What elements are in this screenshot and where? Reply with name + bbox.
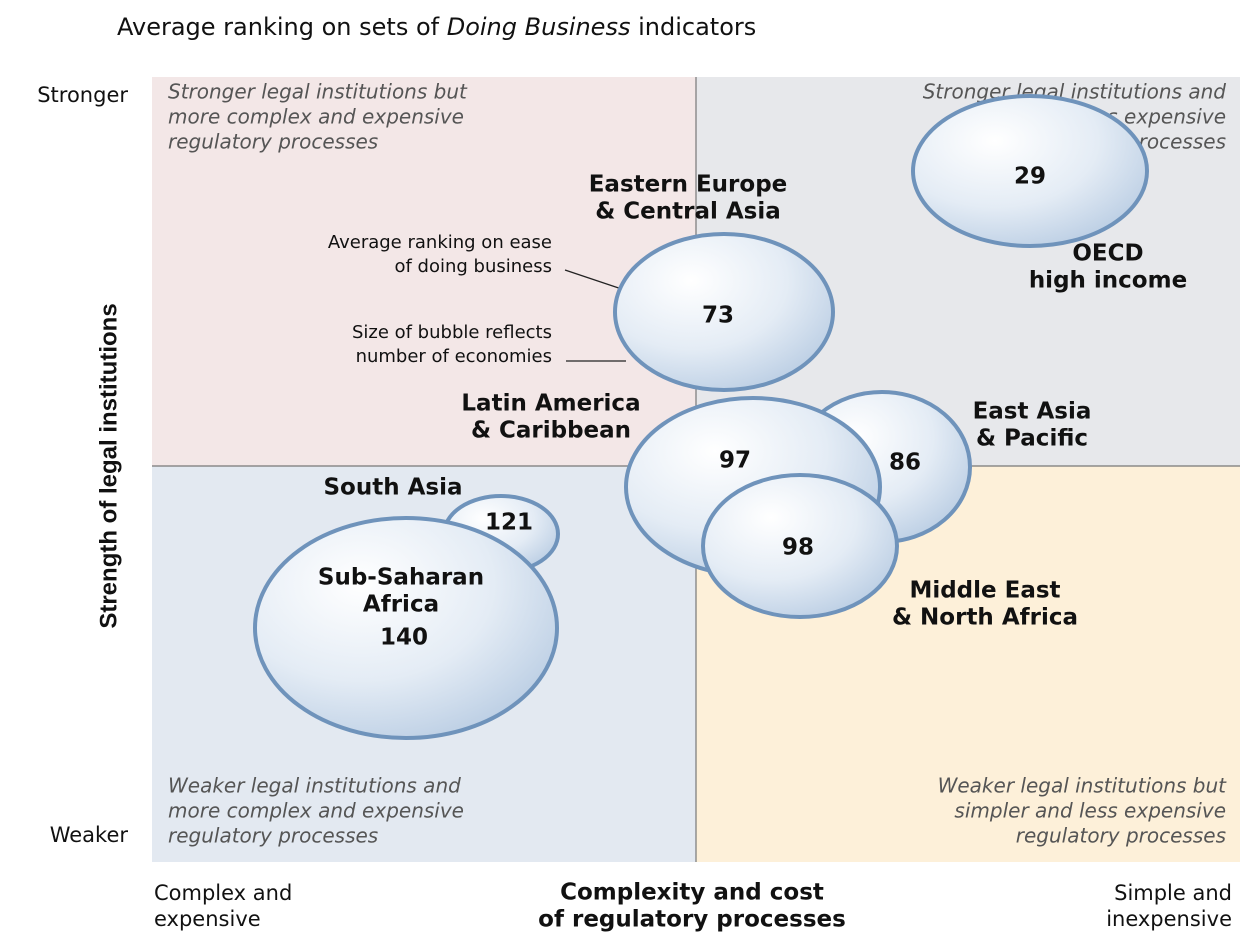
annotation: Size of bubble reflects: [352, 322, 552, 343]
x-axis-label: of regulatory processes: [538, 907, 846, 933]
bubble: [911, 94, 1149, 248]
quadrant-caption: Weaker legal institutions but: [938, 774, 1228, 798]
bubble-name: Eastern Europe: [589, 172, 788, 198]
bubble-name: East Asia: [973, 399, 1092, 425]
bubble: [253, 516, 559, 740]
annotation: of doing business: [394, 256, 552, 277]
y-axis-label: Strength of legal institutions: [95, 303, 122, 628]
y-end-label: Weaker: [50, 823, 129, 847]
bubble-name: & Central Asia: [595, 199, 781, 225]
bubble-name: Latin America: [461, 391, 640, 417]
bubble: [701, 473, 899, 619]
quadrant-caption: more complex and expensive: [168, 799, 464, 823]
quadrant-caption: regulatory processes: [168, 130, 378, 154]
quadrant-caption: regulatory processes: [168, 824, 378, 848]
value-label: 98: [782, 535, 814, 561]
annotation: number of economies: [356, 346, 552, 367]
bubble-name: South Asia: [323, 475, 462, 501]
bubble-name: Africa: [363, 592, 439, 618]
quadrant-caption: regulatory processes: [1016, 824, 1226, 848]
value-label: 73: [702, 303, 734, 329]
y-end-label: Stronger: [37, 83, 128, 107]
quadrant-caption: simpler and less expensive: [954, 799, 1226, 823]
quadrant-caption: more complex and expensive: [168, 105, 464, 129]
value-label: 121: [485, 510, 533, 536]
x-end-label: inexpensive: [1106, 907, 1232, 931]
annotation: Average ranking on ease: [328, 232, 552, 253]
x-end-label: Simple and: [1114, 881, 1232, 905]
quadrant-bg: [152, 77, 696, 466]
quadrant-caption: Stronger legal institutions but: [168, 80, 468, 104]
quadrant-caption: Stronger legal institutions and: [923, 80, 1227, 104]
value-label: 97: [719, 448, 751, 474]
bubble-name: & Pacific: [976, 426, 1088, 452]
quadrant-caption: Weaker legal institutions and: [168, 774, 461, 798]
x-end-label: expensive: [154, 907, 261, 931]
bubble-name: & Caribbean: [471, 418, 631, 444]
value-label: 140: [380, 625, 428, 651]
bubble: [613, 232, 835, 392]
bubble-name: Middle East: [909, 578, 1060, 604]
x-end-label: Complex and: [154, 881, 292, 905]
value-label: 86: [889, 450, 921, 476]
bubble-name: & North Africa: [892, 605, 1078, 631]
bubble-name: Sub-Saharan: [318, 565, 484, 591]
chart-title: Average ranking on sets of Doing Busines…: [117, 13, 756, 41]
bubble-name: high income: [1029, 268, 1187, 294]
value-label: 29: [1014, 164, 1046, 190]
bubble-name: OECD: [1072, 241, 1143, 267]
x-axis-label: Complexity and cost: [560, 880, 824, 906]
